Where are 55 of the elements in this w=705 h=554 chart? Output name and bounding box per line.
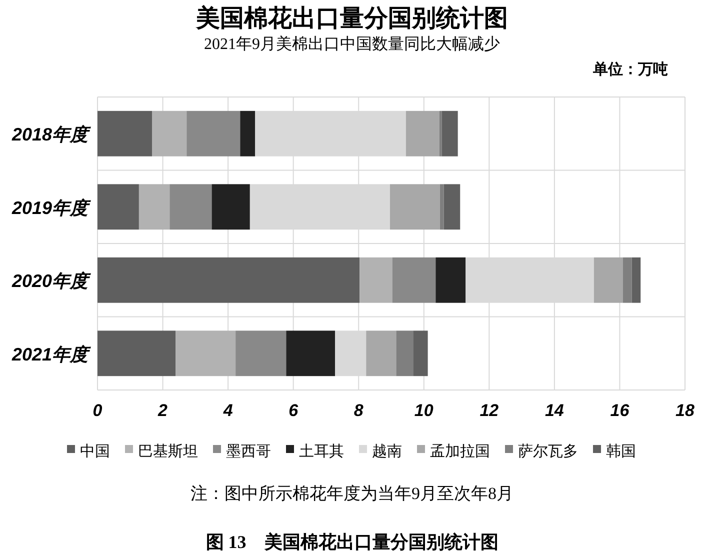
- bar: [138, 184, 170, 230]
- legend-label: 中国: [80, 443, 110, 460]
- bar: [632, 257, 641, 303]
- bar: [360, 257, 392, 303]
- x-tick-label: 18: [676, 401, 695, 420]
- bar: [440, 184, 444, 230]
- x-tick-label: 4: [222, 401, 234, 420]
- legend-label: 土耳其: [299, 443, 344, 460]
- bar: [442, 110, 458, 156]
- chart-title: 美国棉花出口量分国别统计图: [195, 4, 508, 32]
- bar: [622, 257, 632, 303]
- x-tick-label: 16: [610, 401, 630, 420]
- x-tick-label: 12: [480, 401, 500, 420]
- text: 单位：万吨: [592, 61, 668, 78]
- y-tick-label: 2018年度: [10, 124, 91, 145]
- bar: [594, 257, 623, 303]
- bar: [98, 330, 176, 376]
- bar: [406, 110, 440, 156]
- bar: [444, 184, 460, 230]
- bar: [98, 184, 139, 230]
- bar: [413, 330, 428, 376]
- x-tick-label: 6: [288, 401, 299, 420]
- y-tick-label: 2021年度: [10, 344, 91, 364]
- y-tick-label: 2019年度: [10, 198, 91, 218]
- bar: [396, 330, 414, 376]
- bar: [236, 330, 286, 376]
- bar: [176, 330, 236, 376]
- bar: [366, 330, 396, 376]
- bar: [286, 330, 336, 376]
- legend-label: 墨西哥: [226, 444, 271, 460]
- bar: [170, 184, 212, 230]
- bar: [98, 110, 152, 156]
- y-tick-label: 2020年度: [10, 271, 91, 292]
- x-tick-label: 8: [354, 401, 364, 420]
- bar: [436, 257, 466, 303]
- bar: [212, 184, 250, 230]
- legend-label: 萨尔瓦多: [518, 443, 578, 460]
- caption: 图 13 美国棉花出口量分国别统计图: [206, 532, 498, 552]
- text: 注：图中所示棉花年度为当年9月至次年8月: [190, 484, 514, 503]
- x-tick-label: 10: [414, 401, 434, 420]
- bar: [392, 257, 436, 303]
- chart-subtitle: 2021年9月美棉出口中国数量同比大幅减少: [204, 35, 500, 53]
- bar: [240, 110, 256, 156]
- bar: [439, 110, 442, 156]
- legend-label: 孟加拉国: [430, 443, 490, 460]
- x-tick-label: 14: [544, 401, 564, 420]
- bar: [186, 110, 240, 156]
- legend-label: 韩国: [606, 443, 636, 460]
- x-tick-label: 0: [92, 401, 103, 420]
- x-tick-label: 2: [157, 401, 168, 420]
- bar: [152, 110, 187, 156]
- bar: [98, 257, 360, 303]
- bar: [390, 184, 440, 230]
- legend-label: 巴基斯坦: [138, 443, 198, 460]
- legend-label: 越南: [372, 443, 402, 460]
